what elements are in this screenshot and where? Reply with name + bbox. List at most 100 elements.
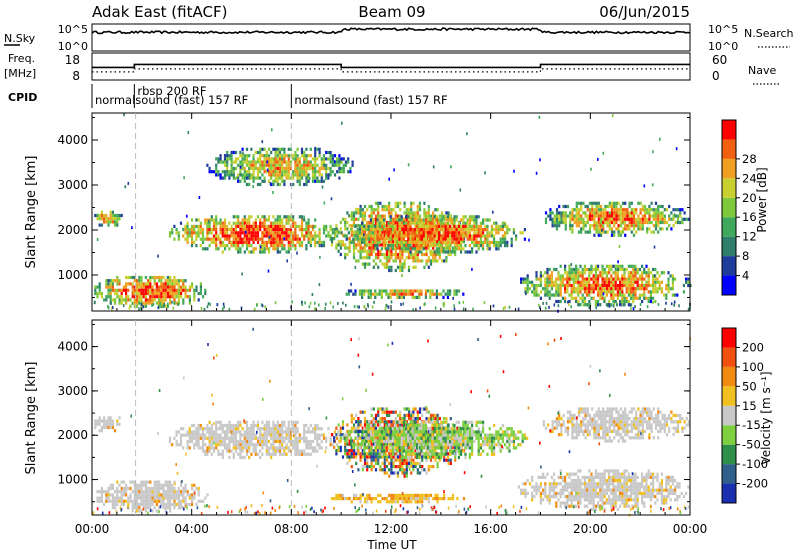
heat-cell: [597, 283, 600, 288]
heat-cell: [259, 430, 262, 434]
heat-cell: [166, 291, 169, 296]
heat-cell: [594, 274, 597, 278]
heat-cell: [659, 137, 661, 141]
freq-label: Freq.: [8, 52, 35, 65]
heat-cell: [177, 430, 180, 434]
heat-cell: [270, 224, 273, 228]
heat-cell: [241, 237, 244, 241]
heat-cell: [657, 214, 660, 218]
heat-cell: [208, 449, 211, 453]
heat-cell: [237, 420, 240, 424]
heat-cell: [340, 166, 343, 171]
heat-cell: [361, 455, 364, 459]
heat-cell: [608, 277, 611, 281]
heat-cell: [166, 490, 169, 494]
heat-cell: [443, 302, 446, 306]
heat-cell: [199, 291, 202, 296]
heat-cell: [298, 452, 301, 456]
heat-cell: [256, 303, 258, 307]
heat-cell: [307, 224, 310, 228]
heat-cell: [281, 452, 284, 456]
heat-cell: [140, 304, 143, 308]
heat-cell: [223, 163, 227, 167]
heat-cell: [226, 157, 229, 161]
heat-cell: [357, 420, 360, 424]
heat-cell: [316, 436, 319, 440]
heat-cell: [261, 154, 264, 158]
heat-cell: [114, 429, 117, 433]
heat-cell: [658, 280, 661, 284]
heat-cell: [615, 214, 618, 218]
heat-cell: [653, 274, 656, 278]
heat-cell: [599, 204, 603, 209]
heat-cell: [663, 214, 666, 218]
heat-cell: [177, 303, 179, 306]
heat-cell: [510, 237, 513, 241]
heat-cell: [636, 277, 639, 281]
heat-cell: [136, 288, 139, 292]
heat-cell: [278, 439, 282, 444]
heat-cell: [188, 234, 191, 238]
heat-cell: [355, 211, 358, 215]
heat-cell: [339, 436, 342, 440]
heat-cell: [107, 490, 110, 494]
heat-cell: [208, 433, 211, 437]
heat-cell: [416, 247, 419, 251]
heat-cell: [263, 244, 266, 248]
heat-cell: [193, 430, 196, 434]
heat-cell: [305, 244, 308, 248]
heat-cell: [619, 233, 622, 237]
heat-cell: [160, 291, 163, 296]
heat-cell: [572, 274, 575, 278]
heat-cell: [390, 252, 393, 257]
heat-cell: [151, 496, 154, 500]
heat-cell: [248, 446, 251, 450]
heat-cell: [201, 427, 205, 431]
heat-cell: [303, 173, 306, 177]
heat-cell: [252, 173, 255, 177]
heat-cell: [329, 228, 332, 232]
heat-cell: [594, 280, 597, 284]
heat-cell: [274, 247, 277, 251]
heat-cell: [484, 237, 487, 241]
heat-cell: [436, 259, 439, 263]
heat-cell: [274, 179, 277, 183]
heat-cell: [232, 455, 235, 460]
heat-cell: [243, 436, 246, 440]
heat-cell: [628, 227, 631, 231]
heat-cell: [374, 468, 378, 472]
heat-cell: [422, 244, 425, 248]
heat-cell: [274, 446, 277, 450]
heat-cell: [296, 443, 299, 447]
heat-cell: [617, 211, 620, 215]
heat-cell: [215, 224, 218, 228]
heat-cell: [283, 150, 286, 155]
heat-cell: [634, 296, 637, 300]
heat-cell: [204, 443, 207, 447]
heat-cell: [169, 279, 172, 283]
heat-cell: [281, 446, 284, 450]
heat-cell: [261, 446, 264, 450]
heat-cell: [278, 430, 282, 434]
heat-cell: [435, 247, 438, 251]
heat-cell: [281, 170, 284, 174]
heat-cell: [153, 483, 156, 487]
heat-cell: [166, 493, 169, 497]
heat-cell: [94, 300, 96, 304]
heat-cell: [339, 227, 342, 231]
heat-cell: [370, 439, 373, 443]
heat-cell: [278, 154, 282, 158]
heat-cell: [665, 296, 668, 300]
heat-cell: [499, 237, 502, 241]
heat-cell: [118, 483, 121, 487]
heat-cell: [127, 282, 130, 286]
heat-cell: [292, 173, 295, 177]
heat-cell: [208, 439, 211, 444]
heat-cell: [298, 163, 301, 167]
heat-cell: [217, 234, 220, 238]
heat-cell: [175, 490, 178, 494]
heat-cell: [344, 252, 347, 257]
heat-cell: [466, 224, 469, 228]
heat-cell: [385, 228, 388, 232]
heat-cell: [438, 214, 441, 218]
